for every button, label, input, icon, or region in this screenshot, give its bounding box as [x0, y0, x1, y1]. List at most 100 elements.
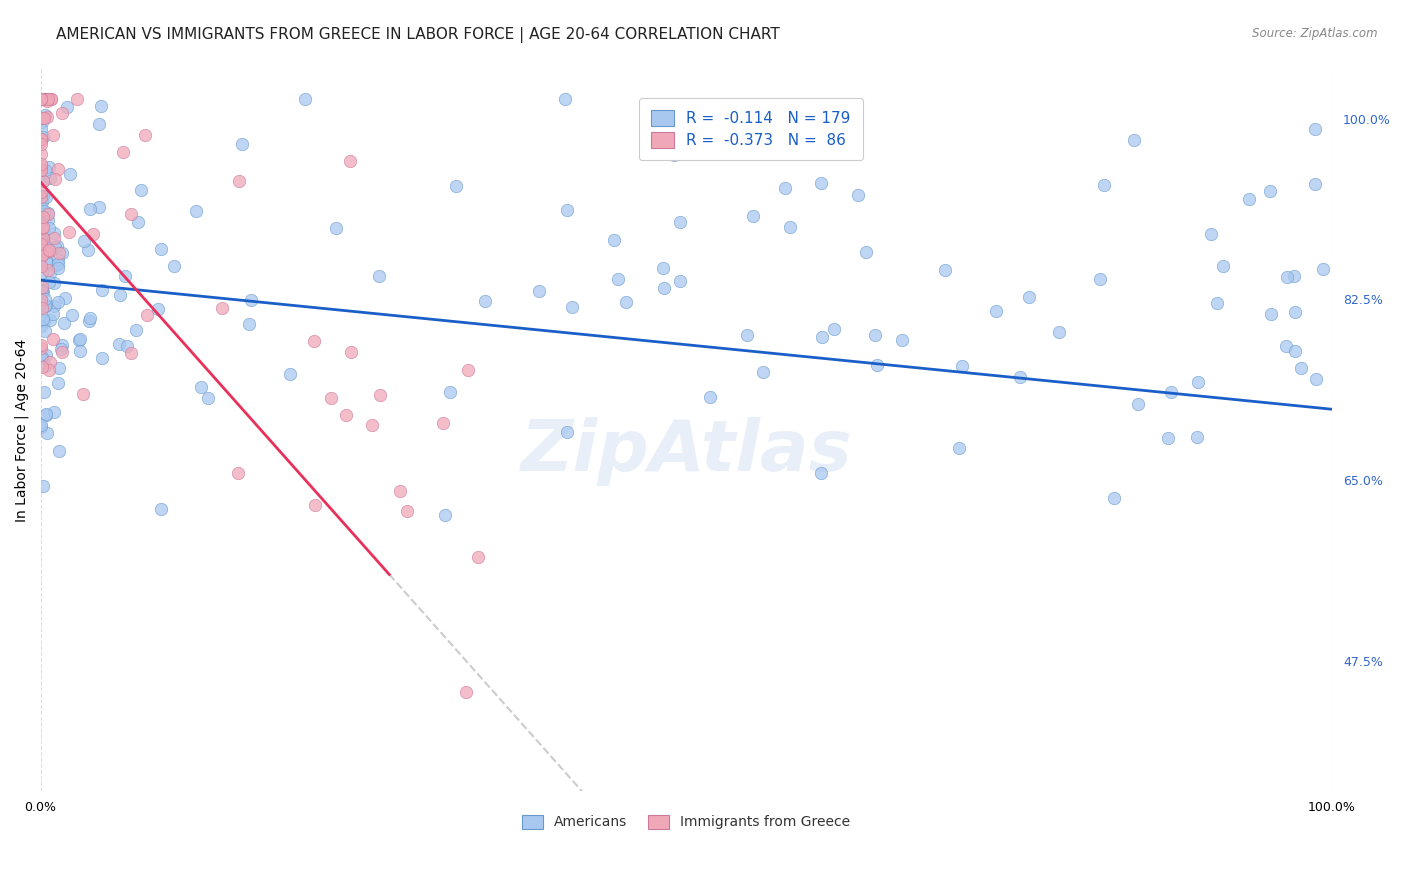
Point — [434, 508, 457, 522]
Point — [1199, 227, 1222, 241]
Point — [163, 259, 186, 273]
Point — [340, 345, 363, 359]
Point — [984, 304, 1007, 318]
Point — [662, 148, 685, 162]
Point — [1303, 178, 1326, 192]
Point — [474, 294, 496, 309]
Point — [35, 189, 58, 203]
Point — [456, 685, 478, 699]
Point — [34, 325, 56, 339]
Point — [108, 288, 131, 302]
Point — [32, 204, 55, 219]
Point — [35, 93, 58, 107]
Point — [238, 317, 260, 331]
Point — [59, 167, 82, 181]
Point — [30, 259, 52, 273]
Point — [31, 247, 53, 261]
Point — [73, 234, 96, 248]
Point — [752, 365, 775, 379]
Y-axis label: In Labor Force | Age 20-64: In Labor Force | Age 20-64 — [15, 338, 30, 522]
Text: 82.5%: 82.5% — [1343, 294, 1384, 308]
Point — [32, 93, 55, 107]
Point — [1157, 431, 1180, 445]
Point — [35, 348, 58, 362]
Point — [37, 212, 59, 227]
Point — [90, 98, 112, 112]
Point — [42, 226, 65, 240]
Point — [30, 215, 52, 229]
Point — [197, 391, 219, 405]
Point — [32, 384, 55, 399]
Text: 65.0%: 65.0% — [1343, 475, 1384, 488]
Point — [48, 361, 70, 376]
Point — [34, 292, 56, 306]
Point — [30, 232, 52, 246]
Point — [239, 293, 262, 307]
Point — [1104, 491, 1126, 506]
Point — [32, 210, 55, 224]
Point — [1187, 375, 1209, 389]
Point — [1274, 339, 1296, 353]
Point — [38, 160, 60, 174]
Point — [35, 407, 58, 421]
Point — [31, 351, 53, 365]
Point — [304, 498, 326, 512]
Point — [38, 363, 60, 377]
Point — [30, 195, 52, 210]
Point — [368, 268, 391, 283]
Point — [34, 299, 56, 313]
Point — [30, 285, 52, 299]
Point — [30, 93, 52, 107]
Point — [34, 108, 56, 122]
Point — [30, 283, 52, 297]
Point — [31, 283, 53, 297]
Point — [561, 300, 583, 314]
Point — [1305, 372, 1327, 386]
Point — [30, 134, 52, 148]
Point — [30, 242, 52, 256]
Point — [44, 231, 66, 245]
Point — [46, 252, 69, 267]
Point — [1187, 430, 1209, 444]
Point — [77, 243, 100, 257]
Point — [555, 202, 578, 217]
Point — [1260, 307, 1282, 321]
Point — [735, 327, 758, 342]
Point — [231, 137, 253, 152]
Point — [82, 227, 104, 241]
Point — [41, 307, 63, 321]
Point — [108, 337, 131, 351]
Point — [31, 479, 53, 493]
Point — [30, 122, 52, 136]
Point — [554, 93, 576, 107]
Point — [31, 265, 53, 279]
Point — [37, 263, 59, 277]
Point — [190, 380, 212, 394]
Point — [432, 416, 454, 430]
Point — [30, 93, 52, 107]
Point — [39, 355, 62, 369]
Point — [34, 359, 56, 374]
Point — [30, 341, 52, 355]
Point — [1010, 369, 1032, 384]
Text: ZipAtlas: ZipAtlas — [520, 417, 852, 486]
Point — [31, 231, 53, 245]
Point — [31, 93, 53, 107]
Point — [846, 188, 869, 202]
Point — [34, 255, 56, 269]
Point — [228, 174, 250, 188]
Point — [35, 95, 58, 109]
Point — [30, 351, 52, 365]
Point — [1088, 272, 1111, 286]
Point — [30, 93, 52, 107]
Point — [1275, 269, 1298, 284]
Point — [39, 267, 62, 281]
Point — [30, 137, 52, 152]
Point — [89, 200, 111, 214]
Point — [30, 157, 52, 171]
Point — [319, 392, 342, 406]
Point — [32, 189, 55, 203]
Point — [1160, 385, 1182, 400]
Point — [389, 484, 412, 499]
Point — [37, 206, 59, 220]
